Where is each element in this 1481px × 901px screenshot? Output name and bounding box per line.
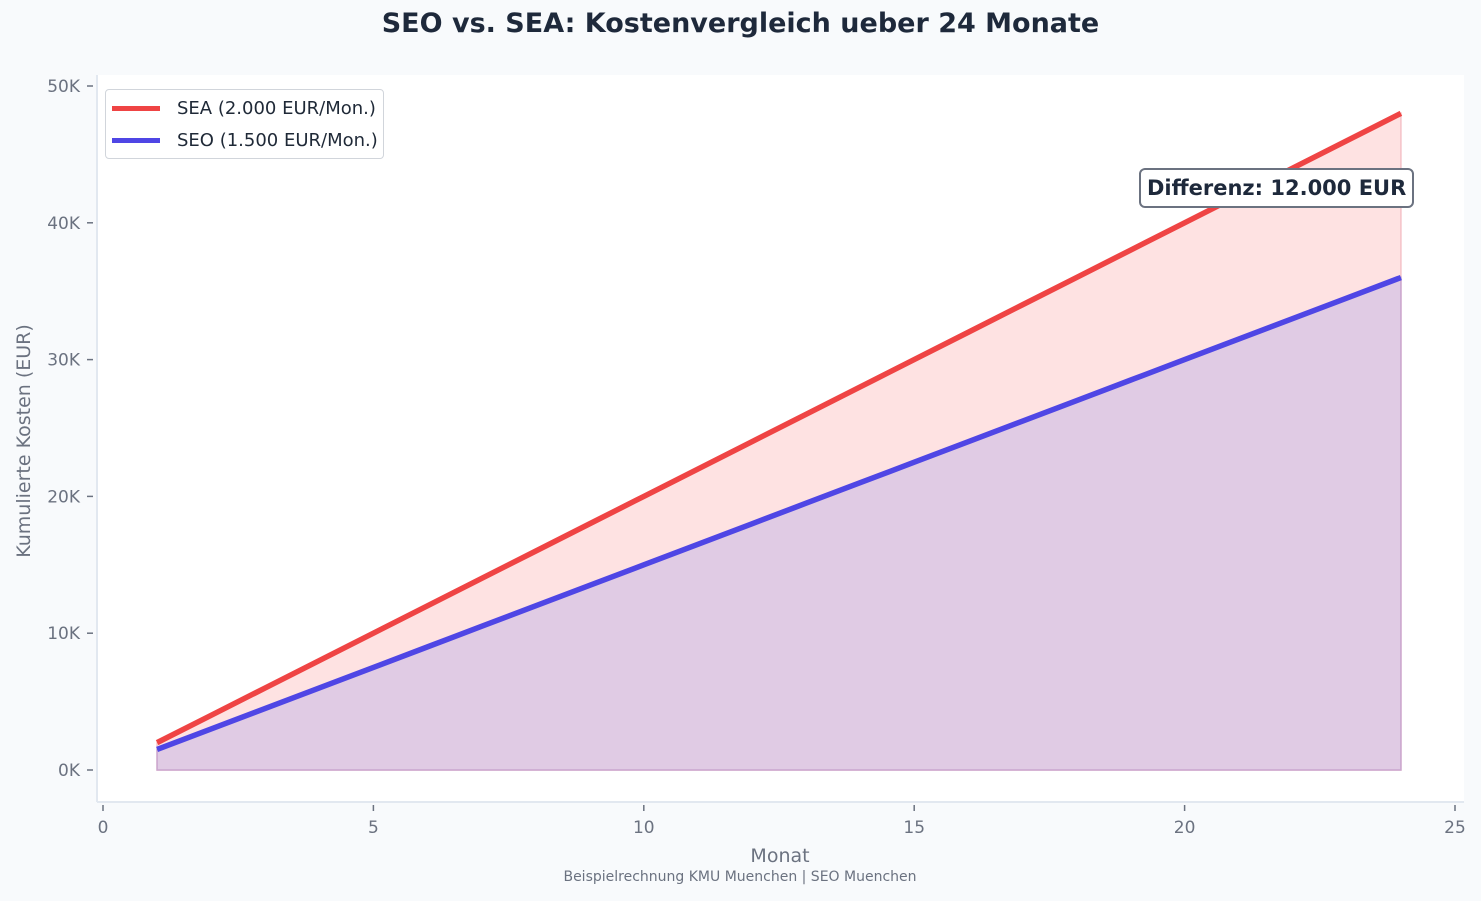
x-tick-label: 25 <box>1444 818 1466 838</box>
series-lines <box>155 110 1403 753</box>
legend-item-sea: SEA (2.000 EUR/Mon.) <box>112 96 376 120</box>
y-tick-label: 0K <box>58 761 81 781</box>
y-axis-label: Kumulierte Kosten (EUR) <box>13 324 35 558</box>
legend-swatch-seo <box>112 137 160 143</box>
legend-label-sea: SEA (2.000 EUR/Mon.) <box>177 97 376 119</box>
chart-legend: SEA (2.000 EUR/Mon.) SEO (1.500 EUR/Mon.… <box>105 89 384 159</box>
y-tick-label: 30K <box>47 351 81 371</box>
legend-swatch-sea <box>112 105 160 111</box>
chart-title: SEO vs. SEA: Kostenvergleich ueber 24 Mo… <box>381 8 1100 39</box>
y-tick-label: 20K <box>47 487 81 507</box>
chart-caption: Beispielrechnung KMU Muenchen | SEO Muen… <box>563 869 916 885</box>
series-line-seo <box>156 274 1402 753</box>
x-tick-label: 5 <box>368 818 379 838</box>
difference-annotation: Differenz: 12.000 EUR <box>1139 168 1415 208</box>
x-tick-label: 15 <box>903 818 925 838</box>
x-axis-label: Monat <box>750 845 809 867</box>
legend-label-seo: SEO (1.500 EUR/Mon.) <box>177 129 378 151</box>
y-tick-label: 40K <box>47 214 81 234</box>
x-tick-label: 20 <box>1174 818 1196 838</box>
x-axis-ticks: 0 5 10 15 20 25 <box>98 805 1466 838</box>
y-axis-ticks: 0K 10K 20K 30K 40K 50K <box>47 77 93 781</box>
y-tick-label: 10K <box>47 624 81 644</box>
series-line-sea <box>155 110 1403 746</box>
y-tick-label: 50K <box>47 77 81 97</box>
x-tick-label: 0 <box>98 818 109 838</box>
x-tick-label: 10 <box>633 818 655 838</box>
legend-item-seo: SEO (1.500 EUR/Mon.) <box>112 128 378 152</box>
